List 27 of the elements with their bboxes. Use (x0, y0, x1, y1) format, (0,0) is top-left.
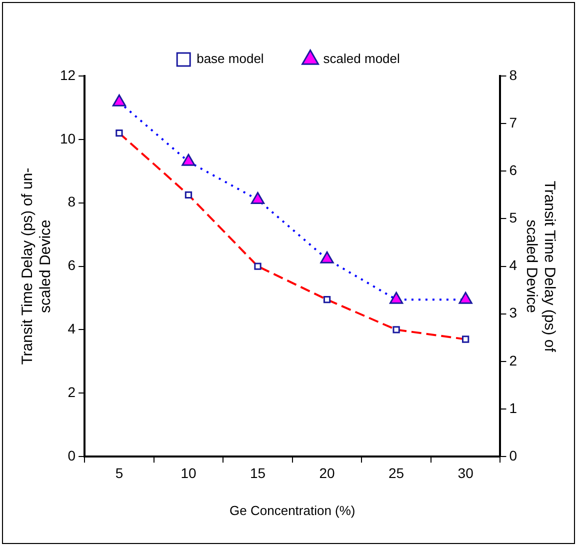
y2-tick-label: 1 (509, 400, 518, 416)
y-tick-label: 6 (68, 257, 76, 274)
y-tick-label: 12 (60, 66, 76, 83)
y2-axis-title: Transit Time Delay (ps) of scaled Device (522, 180, 558, 353)
legend-label: base model (196, 51, 264, 66)
x-tick-label: 10 (180, 464, 196, 481)
y2-tick-label: 2 (509, 352, 518, 368)
legend-label: scaled model (323, 51, 400, 66)
y2-tick-label: 5 (509, 210, 518, 226)
y-axis-title: Transit Time Delay (ps) of un- scaled Device (19, 168, 54, 365)
x-tick-label: 30 (458, 464, 474, 481)
y2-tick-label: 8 (509, 66, 518, 83)
y-tick-label: 0 (68, 447, 76, 464)
y-tick-label: 4 (68, 320, 76, 337)
y2-tick-label: 4 (509, 257, 518, 274)
y2-tick-label: 6 (509, 162, 518, 178)
y2-tick-label: 0 (509, 447, 518, 464)
x-tick-label: 15 (250, 464, 266, 481)
y2-tick-label: 7 (509, 114, 518, 130)
y-tick-label: 8 (68, 194, 76, 210)
x-axis-title: Ge Concentration (%) (230, 502, 356, 518)
x-tick-label: 5 (115, 464, 124, 481)
x-tick-label: 20 (319, 464, 336, 481)
y-tick-label: 10 (60, 130, 76, 146)
y2-tick-label: 3 (509, 304, 518, 321)
x-tick-label: 25 (388, 464, 404, 481)
y-tick-label: 2 (68, 384, 76, 400)
